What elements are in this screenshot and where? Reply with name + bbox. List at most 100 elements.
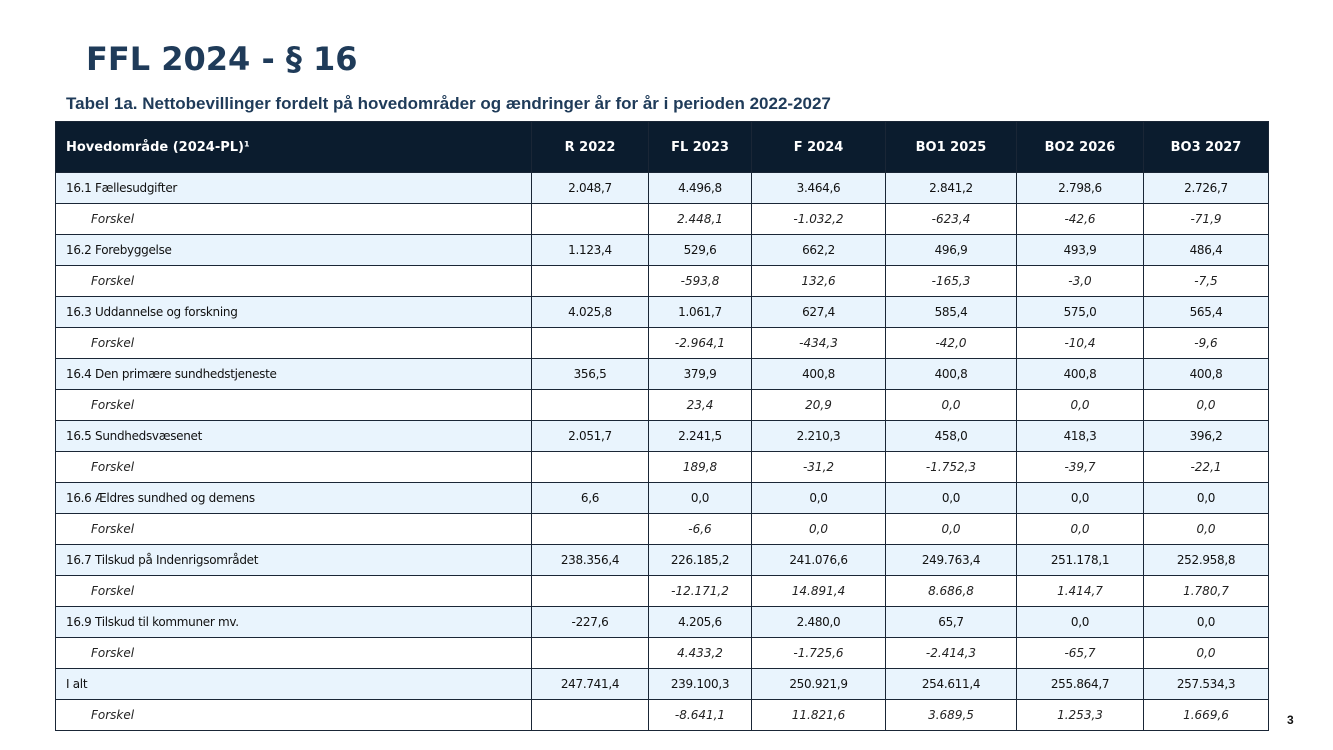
value-cell: 1.061,7 (648, 296, 752, 328)
column-header: R 2022 (531, 121, 649, 173)
value-cell: 239.100,3 (648, 668, 752, 700)
value-cell: 0,0 (1143, 637, 1269, 669)
row-label: Forskel (55, 451, 532, 483)
difference-row: Forskel 189,8 -31,2 -1.752,3 -39,7 -22,1 (55, 451, 1269, 483)
value-cell: 65,7 (885, 606, 1017, 638)
row-label: 16.9 Tilskud til kommuner mv. (55, 606, 532, 638)
value-cell: 0,0 (885, 389, 1017, 421)
budget-table: Hovedområde (2024-PL)¹ R 2022 FL 2023 F 202… (55, 121, 1269, 731)
area-row: 16.2 Forebyggelse 1.123,4 529,6 662,2 496,9 4… (55, 234, 1269, 266)
value-cell (531, 513, 649, 545)
column-header: F 2024 (751, 121, 886, 173)
value-cell: -1.752,3 (885, 451, 1017, 483)
value-cell: 0,0 (885, 513, 1017, 545)
value-cell: 0,0 (751, 513, 886, 545)
value-cell: 4.205,6 (648, 606, 752, 638)
value-cell: 189,8 (648, 451, 752, 483)
value-cell: 251.178,1 (1016, 544, 1144, 576)
value-cell: 4.496,8 (648, 172, 752, 204)
value-cell: 400,8 (885, 358, 1017, 390)
value-cell: 496,9 (885, 234, 1017, 266)
value-cell: 14.891,4 (751, 575, 886, 607)
difference-row: Forskel -593,8 132,6 -165,3 -3,0 -7,5 (55, 265, 1269, 297)
value-cell: 486,4 (1143, 234, 1269, 266)
value-cell: 585,4 (885, 296, 1017, 328)
row-label: 16.6 Ældres sundhed og demens (55, 482, 532, 514)
difference-row: Forskel -2.964,1 -434,3 -42,0 -10,4 -9,6 (55, 327, 1269, 359)
area-row: 16.1 Fællesudgifter 2.048,7 4.496,8 3.464,6… (55, 172, 1269, 204)
value-cell: 662,2 (751, 234, 886, 266)
value-cell: 6,6 (531, 482, 649, 514)
value-cell: 1.123,4 (531, 234, 649, 266)
value-cell: 0,0 (1016, 482, 1144, 514)
row-label: 16.1 Fællesudgifter (55, 172, 532, 204)
value-cell: -1.725,6 (751, 637, 886, 669)
value-cell (531, 327, 649, 359)
value-cell: 2.048,7 (531, 172, 649, 204)
row-label: Forskel (55, 637, 532, 669)
value-cell: 379,9 (648, 358, 752, 390)
value-cell: 458,0 (885, 420, 1017, 452)
row-label: Forskel (55, 327, 532, 359)
row-label: Forskel (55, 203, 532, 235)
area-row: 16.3 Uddannelse og forskning 4.025,8 1.061… (55, 296, 1269, 328)
row-label: Forskel (55, 699, 532, 731)
row-label: 16.4 Den primære sundhedstjeneste (55, 358, 532, 390)
value-cell: 2.798,6 (1016, 172, 1144, 204)
value-cell: 238.356,4 (531, 544, 649, 576)
value-cell: -42,6 (1016, 203, 1144, 235)
value-cell: 0,0 (885, 482, 1017, 514)
column-header: BO1 2025 (885, 121, 1017, 173)
row-label: 16.2 Forebyggelse (55, 234, 532, 266)
value-cell: 565,4 (1143, 296, 1269, 328)
value-cell: 3.464,6 (751, 172, 886, 204)
value-cell: 0,0 (1143, 389, 1269, 421)
value-cell: 0,0 (751, 482, 886, 514)
difference-row: Forskel -12.171,2 14.891,4 8.686,8 1.414,7 1.… (55, 575, 1269, 607)
area-row: 16.7 Tilskud på Indenrigsområdet 238.356,… (55, 544, 1269, 576)
value-cell: -9,6 (1143, 327, 1269, 359)
value-cell: -22,1 (1143, 451, 1269, 483)
value-cell: -165,3 (885, 265, 1017, 297)
value-cell: -3,0 (1016, 265, 1144, 297)
area-row: 16.4 Den primære sundhedstjeneste 356,5 37… (55, 358, 1269, 390)
value-cell: 529,6 (648, 234, 752, 266)
value-cell: 396,2 (1143, 420, 1269, 452)
column-header: BO2 2026 (1016, 121, 1144, 173)
value-cell: 3.689,5 (885, 699, 1017, 731)
value-cell: 250.921,9 (751, 668, 886, 700)
value-cell: -1.032,2 (751, 203, 886, 235)
value-cell: 247.741,4 (531, 668, 649, 700)
value-cell: 418,3 (1016, 420, 1144, 452)
difference-row: Forskel 23,4 20,9 0,0 0,0 0,0 (55, 389, 1269, 421)
value-cell: -2.964,1 (648, 327, 752, 359)
value-cell: 255.864,7 (1016, 668, 1144, 700)
value-cell: 356,5 (531, 358, 649, 390)
value-cell: 2.210,3 (751, 420, 886, 452)
table-header: Hovedområde (2024-PL)¹ R 2022 FL 2023 F 202… (55, 121, 1269, 173)
difference-row: Forskel -6,6 0,0 0,0 0,0 0,0 (55, 513, 1269, 545)
value-cell: 0,0 (1143, 606, 1269, 638)
column-header-area: Hovedområde (2024-PL)¹ (55, 121, 532, 173)
value-cell: -39,7 (1016, 451, 1144, 483)
value-cell: 226.185,2 (648, 544, 752, 576)
value-cell (531, 637, 649, 669)
value-cell: -31,2 (751, 451, 886, 483)
value-cell: 400,8 (1143, 358, 1269, 390)
value-cell: 23,4 (648, 389, 752, 421)
column-header: BO3 2027 (1143, 121, 1269, 173)
value-cell: 257.534,3 (1143, 668, 1269, 700)
value-cell: -71,9 (1143, 203, 1269, 235)
value-cell (531, 575, 649, 607)
value-cell: 8.686,8 (885, 575, 1017, 607)
value-cell: 0,0 (1016, 606, 1144, 638)
header-row: Hovedområde (2024-PL)¹ R 2022 FL 2023 F 202… (55, 121, 1269, 173)
row-label: Forskel (55, 389, 532, 421)
value-cell: 241.076,6 (751, 544, 886, 576)
value-cell (531, 699, 649, 731)
value-cell: 2.726,7 (1143, 172, 1269, 204)
column-header: FL 2023 (648, 121, 752, 173)
area-row: 16.6 Ældres sundhed og demens 6,6 0,0 0,0 0,… (55, 482, 1269, 514)
value-cell: 4.433,2 (648, 637, 752, 669)
value-cell: 2.448,1 (648, 203, 752, 235)
